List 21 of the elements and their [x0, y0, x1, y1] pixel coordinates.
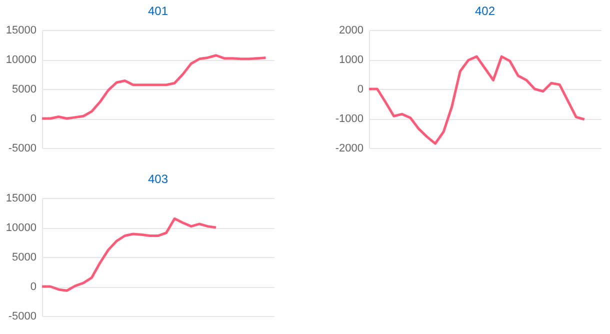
chart-title: 402 — [474, 4, 496, 18]
y-tick-label: -1000 — [335, 113, 364, 125]
y-tick-label: 0 — [30, 113, 36, 125]
y-tick-label: 15000 — [6, 24, 36, 36]
line-series — [368, 55, 586, 145]
y-tick-label: 1000 — [339, 54, 364, 66]
y-tick-label: 5000 — [12, 252, 36, 264]
chart-title: 403 — [148, 172, 168, 186]
y-tick-label: 10000 — [6, 54, 36, 66]
y-tick-label: 15000 — [6, 192, 36, 204]
y-tick-label: -5000 — [8, 142, 36, 154]
line-series — [40, 217, 218, 292]
y-tick-label: 10000 — [6, 222, 36, 234]
y-tick-label: 2000 — [339, 24, 364, 36]
chart-title: 401 — [148, 4, 168, 18]
line-series — [40, 54, 267, 120]
y-tick-label: 0 — [30, 281, 36, 293]
y-tick-label: 0 — [357, 84, 364, 96]
y-tick-label: -2000 — [335, 142, 364, 154]
y-tick-label: 5000 — [12, 84, 36, 96]
y-tick-label: -5000 — [8, 310, 36, 322]
